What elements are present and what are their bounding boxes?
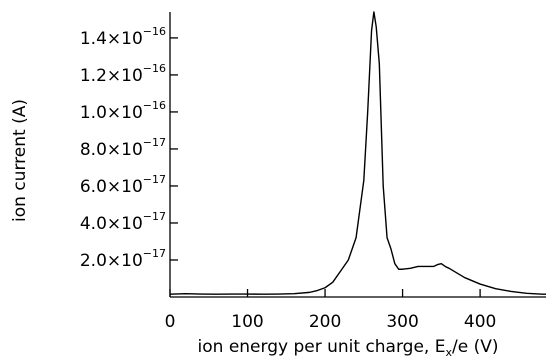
y-tick-exponent: −17	[143, 173, 166, 186]
y-ticks: 2.0×10−174.0×10−176.0×10−178.0×10−171.0×…	[80, 25, 178, 271]
series-group	[169, 11, 546, 295]
y-tick-label: 1.2×10−16	[80, 62, 166, 86]
y-tick-mantissa: 1.0×10	[80, 103, 143, 123]
x-tick-label: 200	[309, 312, 341, 332]
x-tick-label: 400	[464, 312, 496, 332]
y-tick-mantissa: 1.2×10	[80, 66, 143, 86]
x-tick-label: 100	[231, 312, 263, 332]
series-line	[169, 11, 546, 295]
y-tick-mantissa: 2.0×10	[80, 251, 143, 271]
y-tick-label: 1.0×10−16	[80, 99, 166, 123]
y-tick-mantissa: 1.4×10	[80, 29, 143, 49]
y-tick-exponent: −16	[143, 25, 166, 38]
x-axis-label-main: ion energy per unit charge, E	[198, 337, 446, 357]
y-tick-exponent: −16	[143, 62, 166, 75]
x-axis-label: ion energy per unit charge, Ex/e (V)	[198, 337, 499, 358]
y-tick-label: 4.0×10−17	[80, 210, 166, 234]
chart-axes	[169, 12, 546, 298]
y-tick-label: 2.0×10−17	[80, 247, 166, 271]
y-axis-label: ion current (A)	[10, 99, 30, 222]
y-tick-label: 6.0×10−17	[80, 173, 166, 197]
x-axis-label-suffix: /e (V)	[452, 337, 498, 357]
y-tick-label: 8.0×10−17	[80, 136, 166, 160]
y-tick-mantissa: 4.0×10	[80, 214, 143, 234]
y-tick-mantissa: 8.0×10	[80, 140, 143, 160]
y-tick-exponent: −17	[143, 247, 166, 260]
y-tick-label: 1.4×10−16	[80, 25, 166, 49]
y-tick-mantissa: 6.0×10	[80, 177, 143, 197]
y-tick-exponent: −17	[143, 136, 166, 149]
x-tick-label: 0	[165, 312, 176, 332]
y-tick-exponent: −16	[143, 99, 166, 112]
x-axis-label-subscript: x	[445, 346, 452, 358]
x-ticks: 0 100 200 300 400	[165, 289, 496, 332]
y-tick-exponent: −17	[143, 210, 166, 223]
x-tick-label: 300	[386, 312, 418, 332]
